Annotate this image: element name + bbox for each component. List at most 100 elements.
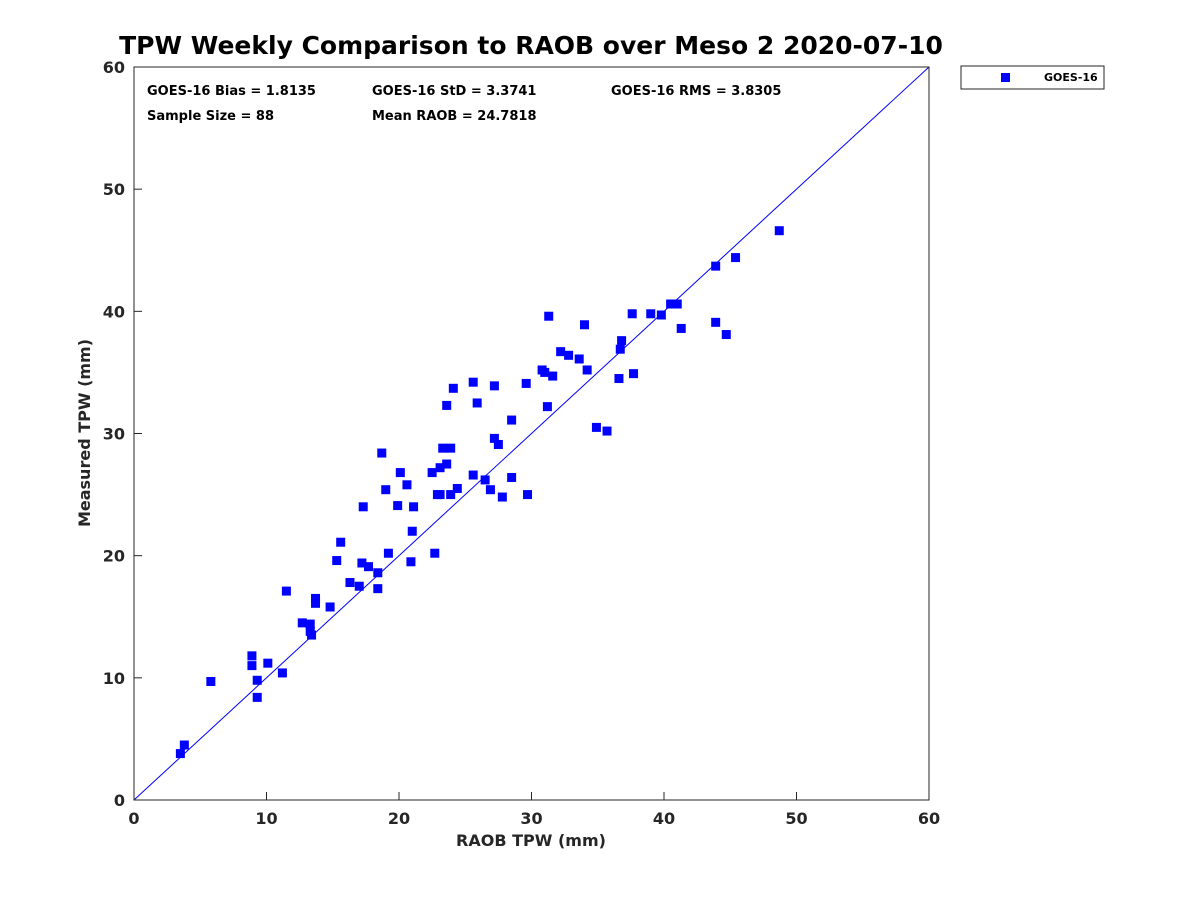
stat-std: GOES-16 StD = 3.3741 bbox=[372, 84, 536, 99]
x-axis: 0 10 20 30 40 50 60 bbox=[128, 792, 940, 828]
data-point bbox=[507, 415, 517, 425]
data-point bbox=[332, 556, 342, 566]
legend: GOES-16 bbox=[960, 65, 1105, 90]
data-point bbox=[446, 490, 456, 500]
data-point bbox=[448, 383, 458, 393]
y-tick-label: 30 bbox=[103, 425, 125, 444]
x-axis-label: RAOB TPW (mm) bbox=[456, 831, 606, 850]
data-point bbox=[711, 261, 721, 271]
data-point bbox=[676, 323, 686, 333]
y-tick-label: 20 bbox=[103, 547, 125, 566]
chart-title: TPW Weekly Comparison to RAOB over Meso … bbox=[119, 31, 943, 60]
data-point bbox=[774, 226, 784, 236]
data-point bbox=[602, 426, 612, 436]
data-point bbox=[297, 618, 307, 628]
data-point bbox=[381, 485, 391, 495]
data-point bbox=[393, 501, 403, 511]
y-tick-label: 60 bbox=[103, 58, 125, 77]
legend-marker bbox=[1001, 73, 1010, 82]
stat-rms: GOES-16 RMS = 3.8305 bbox=[611, 84, 781, 99]
x-tick-label: 0 bbox=[128, 809, 139, 828]
data-point bbox=[435, 490, 445, 500]
data-point bbox=[489, 381, 499, 391]
data-point bbox=[672, 299, 682, 309]
data-point bbox=[247, 661, 257, 671]
data-point bbox=[548, 371, 558, 381]
data-point bbox=[442, 400, 452, 410]
data-point bbox=[582, 365, 592, 375]
data-point bbox=[263, 658, 273, 668]
data-point bbox=[377, 448, 387, 458]
plot-frame bbox=[133, 66, 930, 801]
y-tick-label: 40 bbox=[103, 302, 125, 321]
data-point bbox=[580, 320, 589, 330]
data-point bbox=[540, 367, 550, 377]
data-point bbox=[493, 439, 503, 449]
data-point bbox=[721, 330, 731, 340]
data-point bbox=[544, 311, 554, 321]
data-point bbox=[523, 490, 533, 500]
x-tick-label: 20 bbox=[388, 809, 410, 828]
data-point bbox=[591, 422, 601, 432]
data-point bbox=[247, 651, 257, 661]
data-point bbox=[252, 692, 262, 702]
data-point bbox=[556, 347, 566, 357]
data-point bbox=[468, 377, 478, 387]
data-point bbox=[345, 578, 355, 588]
data-point bbox=[402, 480, 412, 490]
stat-bias: GOES-16 Bias = 1.8135 bbox=[147, 84, 316, 99]
data-point bbox=[206, 676, 216, 686]
data-point bbox=[564, 350, 574, 360]
data-point bbox=[407, 526, 417, 536]
x-tick-label: 30 bbox=[520, 809, 542, 828]
data-point bbox=[406, 557, 416, 567]
data-point bbox=[472, 398, 482, 408]
x-tick-label: 60 bbox=[918, 809, 940, 828]
data-point bbox=[373, 568, 383, 578]
data-point bbox=[521, 378, 531, 388]
plot-area: 0 10 20 30 40 50 60 0 10 20 30 40 50 60 bbox=[103, 58, 940, 828]
data-point bbox=[485, 485, 495, 495]
x-tick-label: 50 bbox=[785, 809, 807, 828]
legend-box bbox=[960, 65, 1105, 90]
data-point bbox=[542, 402, 552, 412]
x-tick-label: 40 bbox=[653, 809, 675, 828]
data-point bbox=[468, 470, 478, 480]
data-point bbox=[731, 253, 741, 263]
data-point bbox=[446, 443, 456, 453]
data-point bbox=[452, 483, 462, 493]
data-point bbox=[357, 558, 367, 568]
y-axis-label: Measured TPW (mm) bbox=[75, 339, 94, 527]
data-point bbox=[358, 502, 368, 512]
data-point bbox=[646, 309, 656, 319]
data-point bbox=[179, 740, 189, 750]
y-tick-label: 50 bbox=[103, 180, 125, 199]
data-point bbox=[427, 468, 437, 478]
data-point bbox=[435, 463, 445, 473]
data-point bbox=[430, 548, 440, 558]
y-axis: 0 10 20 30 40 50 60 bbox=[103, 58, 142, 810]
y-tick-label: 10 bbox=[103, 669, 125, 688]
data-point bbox=[656, 310, 666, 320]
data-point bbox=[615, 344, 625, 354]
data-point bbox=[325, 602, 335, 612]
data-point bbox=[395, 468, 405, 478]
data-point bbox=[438, 443, 448, 453]
data-point bbox=[666, 299, 676, 309]
data-point bbox=[507, 472, 517, 482]
data-point bbox=[307, 630, 317, 640]
stat-mean-raob: Mean RAOB = 24.7818 bbox=[372, 109, 537, 124]
legend-label: GOES-16 bbox=[1044, 71, 1098, 84]
data-point bbox=[409, 502, 419, 512]
x-tick-label: 10 bbox=[255, 809, 277, 828]
data-point bbox=[277, 668, 287, 678]
data-point bbox=[311, 598, 321, 608]
data-point bbox=[311, 593, 321, 603]
data-point bbox=[442, 459, 452, 469]
statistics-annotations: GOES-16 Bias = 1.8135 GOES-16 StD = 3.37… bbox=[147, 84, 781, 124]
data-point bbox=[627, 309, 637, 319]
data-point bbox=[364, 562, 374, 572]
y-tick-label: 0 bbox=[114, 791, 125, 810]
data-point bbox=[336, 537, 346, 547]
